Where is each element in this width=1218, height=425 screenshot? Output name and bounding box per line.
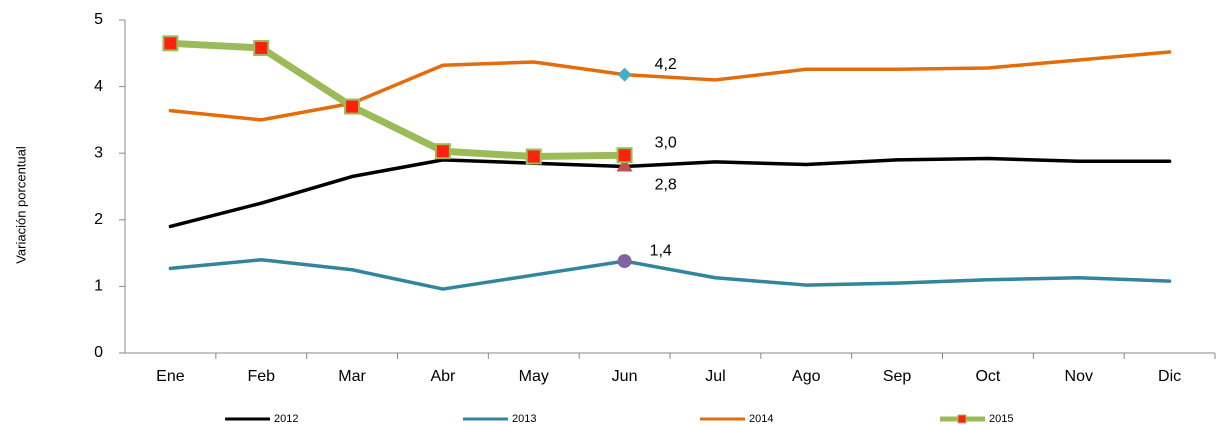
point-marker <box>434 143 451 160</box>
data-label: 4,2 <box>655 56 677 73</box>
point-marker <box>162 35 179 52</box>
x-tick-label: Abr <box>430 368 456 385</box>
legend-label: 2013 <box>512 413 536 425</box>
series-line <box>168 156 1172 229</box>
y-axis-label: Variación porcentual <box>13 146 28 264</box>
legend-label: 2012 <box>274 413 298 425</box>
x-tick-label: Nov <box>1065 368 1093 385</box>
x-tick-label: Ago <box>792 368 821 385</box>
data-label: 1,4 <box>650 242 672 259</box>
series-line <box>168 258 1172 291</box>
x-tick-label: Jul <box>705 368 725 385</box>
x-tick-label: May <box>519 368 549 385</box>
point-marker <box>253 39 270 56</box>
x-tick-label: Dic <box>1158 368 1181 385</box>
data-label: 3,0 <box>655 134 677 151</box>
y-tick-label: 2 <box>94 211 103 228</box>
legend-label: 2014 <box>749 413 773 425</box>
series-line <box>168 50 1172 122</box>
x-tick-label: Feb <box>247 368 275 385</box>
x-tick-label: Ene <box>156 368 185 385</box>
x-tick-label: Sep <box>883 368 912 385</box>
y-tick-label: 1 <box>94 278 103 295</box>
data-label: 2,8 <box>655 177 677 194</box>
y-tick-label: 0 <box>94 344 103 361</box>
y-tick-label: 5 <box>94 11 103 28</box>
point-marker <box>617 67 632 82</box>
series-line <box>166 39 629 161</box>
point-marker <box>617 254 632 269</box>
x-tick-label: Oct <box>975 368 1000 385</box>
x-tick-label: Jun <box>612 368 638 385</box>
point-marker <box>344 98 361 115</box>
legend-label: 2015 <box>989 413 1013 425</box>
x-tick-label: Mar <box>338 368 366 385</box>
point-marker <box>616 147 633 164</box>
y-tick-label: 4 <box>94 78 103 95</box>
legend-marker <box>957 414 967 424</box>
point-marker <box>525 148 542 165</box>
point-marker <box>616 157 633 172</box>
y-tick-label: 3 <box>94 144 103 161</box>
